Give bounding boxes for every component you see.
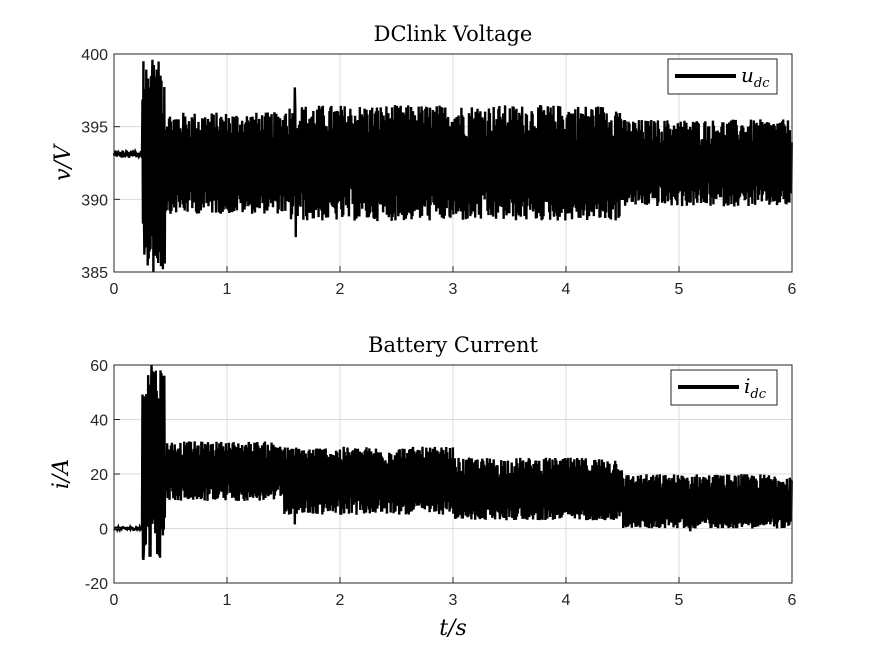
current-y-tick-label: -20: [85, 576, 108, 593]
voltage-x-tick-label: 2: [336, 281, 345, 298]
current-x-tick-label: 5: [675, 592, 684, 609]
voltage-x-tick-label: 3: [449, 281, 458, 298]
voltage-x-tick-label: 6: [788, 281, 797, 298]
voltage-x-tick-label: 5: [675, 281, 684, 298]
voltage-series-group: [112, 59, 793, 273]
current-y-tick-label: 60: [90, 358, 108, 375]
voltage-y-tick-label: 385: [81, 265, 108, 282]
current-x-tick-label: 0: [110, 592, 119, 609]
time-x-axis-label: t/s: [439, 616, 467, 641]
current-legend-subscript: dc: [750, 387, 766, 402]
voltage-x-tick-label: 4: [562, 281, 571, 298]
voltage-y-tick-label: 395: [81, 120, 108, 137]
voltage-legend: udc: [667, 58, 778, 95]
voltage-y-tick-label: 400: [81, 47, 108, 64]
current-legend: idc: [670, 369, 778, 406]
current-legend-main: i: [744, 374, 750, 398]
current-legend-label: idc: [744, 374, 767, 402]
current-x-tick-label: 4: [562, 592, 571, 609]
voltage-y-tick-label: 390: [81, 192, 108, 209]
current-x-tick-label: 6: [788, 592, 797, 609]
voltage-title: DClink Voltage: [374, 22, 533, 46]
voltage-x-tick-label: 0: [110, 281, 119, 298]
voltage-legend-label: udc: [741, 63, 770, 91]
voltage-legend-subscript: dc: [754, 76, 770, 91]
current-y-tick-label: 0: [99, 522, 108, 539]
voltage-legend-main: u: [741, 63, 754, 87]
current-x-tick-label: 2: [336, 592, 345, 609]
voltage-ticks: 0 1 2 3 4 5 6 385 390 395 400: [81, 47, 796, 298]
voltage-y-axis-label: v/V: [51, 143, 76, 181]
voltage-panel: DClink Voltage 0 1 2 3 4 5 6 385 390 395 400 v/V u…: [51, 22, 797, 298]
current-signal-line: [113, 364, 793, 561]
current-y-axis-label: i/A: [49, 459, 74, 489]
current-x-tick-label: 1: [223, 592, 232, 609]
current-series-group: [113, 364, 793, 561]
current-y-tick-label: 20: [90, 467, 108, 484]
current-x-tick-label: 3: [449, 592, 458, 609]
voltage-signal-line: [112, 59, 793, 273]
current-title: Battery Current: [368, 333, 538, 357]
current-y-tick-label: 40: [90, 413, 108, 430]
voltage-x-tick-label: 1: [223, 281, 232, 298]
